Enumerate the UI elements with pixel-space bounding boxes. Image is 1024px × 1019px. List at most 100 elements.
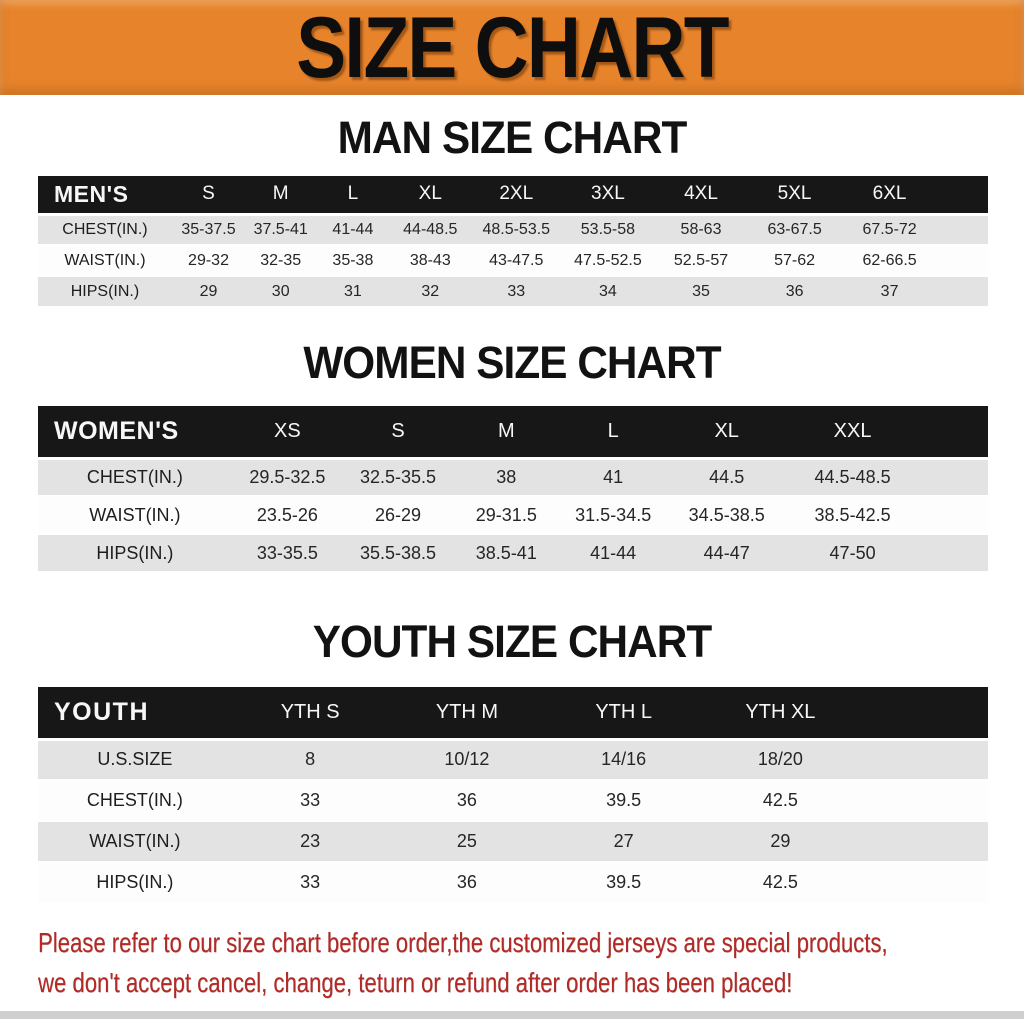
women-section-heading: WOMEN SIZE CHART [303, 337, 721, 388]
size-cell: 33 [471, 276, 562, 308]
bottom-bar [0, 1011, 1024, 1019]
size-cell: 32-35 [245, 245, 317, 277]
size-cell: 26-29 [342, 496, 454, 535]
size-column-header: M [453, 406, 560, 460]
size-column-header: YTH S [231, 687, 389, 741]
row-filler [858, 739, 988, 781]
size-cell: 37 [841, 276, 938, 308]
size-cell: 35-38 [316, 245, 390, 277]
size-cell: 29 [171, 276, 246, 308]
size-cell: 39.5 [545, 780, 703, 822]
size-cell: 67.5-72 [841, 214, 938, 246]
size-cell: 23.5-26 [231, 496, 343, 535]
size-cell: 34.5-38.5 [666, 496, 787, 535]
size-cell: 44.5-48.5 [786, 458, 919, 497]
disclaimer-line-1-text: Please refer to our size chart before or… [38, 927, 888, 958]
size-cell: 47-50 [786, 534, 919, 573]
size-cell: 35-37.5 [171, 214, 246, 246]
women-size-table: WOMEN'S XS S M L XL XXL CHEST(IN.) 29.5-32.5 32.5… [38, 406, 988, 573]
size-cell: 35 [654, 276, 748, 308]
size-column-header: S [342, 406, 454, 460]
size-column-header: 2XL [471, 176, 562, 216]
row-label: CHEST(IN.) [38, 780, 232, 822]
row-filler [918, 458, 988, 497]
size-cell: 57-62 [747, 245, 842, 277]
size-column-header: 6XL [841, 176, 938, 216]
size-column-header: L [559, 406, 667, 460]
size-cell: 29-31.5 [453, 496, 560, 535]
youth-section-heading: YOUTH SIZE CHART [312, 616, 713, 667]
size-cell: 32.5-35.5 [342, 458, 454, 497]
disclaimer: Please refer to our size chart before or… [0, 925, 1024, 1005]
size-cell: 33-35.5 [231, 534, 343, 573]
row-filler [858, 780, 988, 822]
size-cell: 38.5-41 [453, 534, 560, 573]
row-label: U.S.SIZE [38, 739, 232, 781]
size-cell: 53.5-58 [561, 214, 655, 246]
row-label: HIPS(IN.) [38, 534, 232, 573]
men-section-heading: MAN SIZE CHART [337, 112, 688, 163]
row-label: CHEST(IN.) [38, 214, 172, 246]
disclaimer-line-1: Please refer to our size chart before or… [38, 925, 1024, 965]
size-column-header: XL [389, 176, 472, 216]
row-label: WAIST(IN.) [38, 496, 232, 535]
table-row: U.S.SIZE 8 10/12 14/16 18/20 [38, 739, 988, 781]
youth-size-table: YOUTH YTH S YTH M YTH L YTH XL U.S.SIZE 8 10/12… [38, 687, 988, 904]
row-filler [918, 496, 988, 535]
table-row: CHEST(IN.) 33 36 39.5 42.5 [38, 780, 988, 822]
size-cell: 36 [388, 780, 546, 822]
size-column-header: 3XL [561, 176, 655, 216]
size-column-header: XXL [786, 406, 919, 460]
size-cell: 44.5 [666, 458, 787, 497]
table-row: HIPS(IN.) 29 30 31 32 33 34 35 36 37 [38, 276, 988, 308]
size-cell: 23 [231, 821, 389, 863]
size-cell: 44-47 [666, 534, 787, 573]
row-filler [937, 276, 988, 308]
size-cell: 29.5-32.5 [231, 458, 343, 497]
size-cell: 44-48.5 [389, 214, 472, 246]
row-label: WAIST(IN.) [38, 821, 232, 863]
size-cell: 43-47.5 [471, 245, 562, 277]
size-cell: 10/12 [388, 739, 546, 781]
page-title: SIZE CHART [296, 0, 729, 96]
size-header-row: WOMEN'S XS S M L XL XXL [38, 406, 988, 460]
size-column-header: XL [666, 406, 787, 460]
row-label: HIPS(IN.) [38, 862, 232, 904]
size-cell: 38-43 [389, 245, 472, 277]
disclaimer-line-2: we don't accept cancel, change, teturn o… [38, 965, 1024, 1005]
size-cell: 41-44 [316, 214, 390, 246]
size-header-row: YOUTH YTH S YTH M YTH L YTH XL [38, 687, 988, 741]
men-size-table: MEN'S S M L XL 2XL 3XL 4XL 5XL 6XL CHEST(IN.) 35-37… [38, 176, 988, 308]
size-column-header: 5XL [747, 176, 842, 216]
size-cell: 33 [231, 780, 389, 822]
size-cell: 41 [559, 458, 667, 497]
size-column-header: S [171, 176, 246, 216]
size-cell: 47.5-52.5 [561, 245, 655, 277]
size-cell: 36 [388, 862, 546, 904]
size-cell: 34 [561, 276, 655, 308]
size-cell: 30 [245, 276, 317, 308]
size-column-header: M [245, 176, 317, 216]
size-cell: 58-63 [654, 214, 748, 246]
header-filler [858, 687, 988, 741]
table-row: HIPS(IN.) 33 36 39.5 42.5 [38, 862, 988, 904]
section-women: WOMEN SIZE CHART WOMEN'S XS S M L XL XXL CHEST(… [0, 337, 1024, 573]
group-label: MEN'S [38, 176, 172, 216]
header-filler [937, 176, 988, 216]
table-row: CHEST(IN.) 29.5-32.5 32.5-35.5 38 41 44.5 44.5… [38, 458, 988, 497]
size-cell: 37.5-41 [245, 214, 317, 246]
header-filler [918, 406, 988, 460]
size-cell: 14/16 [545, 739, 703, 781]
size-cell: 48.5-53.5 [471, 214, 562, 246]
size-cell: 38 [453, 458, 560, 497]
size-header-row: MEN'S S M L XL 2XL 3XL 4XL 5XL 6XL [38, 176, 988, 216]
size-cell: 8 [231, 739, 389, 781]
size-cell: 36 [747, 276, 842, 308]
size-cell: 41-44 [559, 534, 667, 573]
row-label: CHEST(IN.) [38, 458, 232, 497]
size-column-header: YTH M [388, 687, 546, 741]
size-cell: 35.5-38.5 [342, 534, 454, 573]
size-column-header: YTH L [545, 687, 703, 741]
row-filler [858, 862, 988, 904]
size-column-header: XS [231, 406, 343, 460]
